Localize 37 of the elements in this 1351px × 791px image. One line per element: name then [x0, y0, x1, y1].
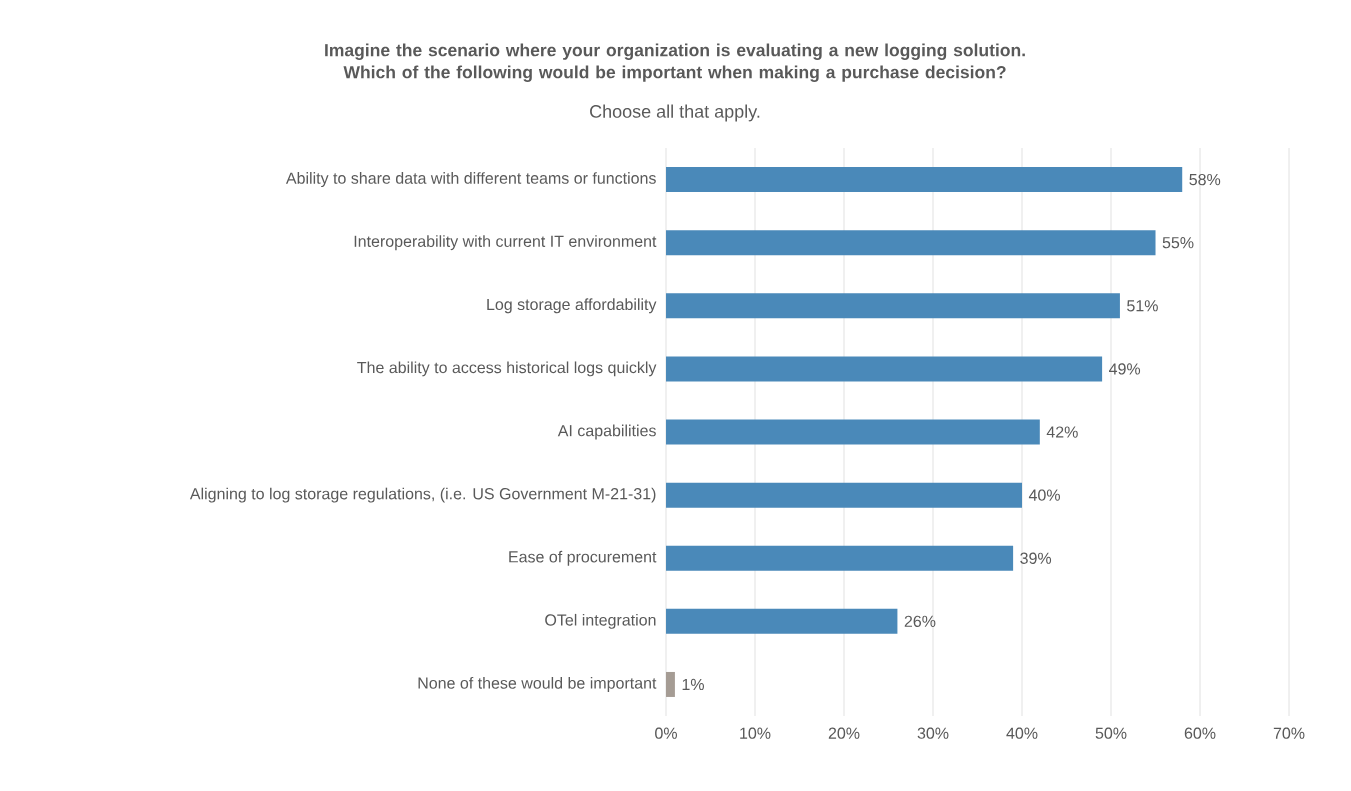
- x-tick-label: 30%: [917, 727, 949, 739]
- x-tick-label: 10%: [740, 727, 771, 739]
- y-tick-label: Ease of procurement: [509, 550, 657, 566]
- data-label: 40%: [1028, 489, 1060, 501]
- x-tick-label: 0%: [655, 727, 677, 739]
- y-tick-label: Log storage affordability: [487, 298, 657, 314]
- bar: [666, 671, 675, 697]
- data-label: 42%: [1046, 426, 1078, 438]
- y-tick-label: Ability to share data with different teams or functions: [285, 172, 656, 188]
- bar: [666, 356, 1103, 382]
- data-label: 58%: [1189, 173, 1221, 186]
- y-tick-label: None of these would be important: [418, 677, 657, 692]
- y-tick-label: Aligning to log storage regulations, (i.e. US Government M-21-31): [189, 487, 656, 503]
- bar: [666, 230, 1156, 256]
- data-label: 51%: [1127, 300, 1158, 312]
- data-label: 1%: [682, 678, 704, 691]
- x-tick-label: 20%: [828, 727, 860, 739]
- data-label: 39%: [1020, 552, 1052, 564]
- bar: [666, 545, 1014, 571]
- y-tick-label: The ability to access historical logs quickly: [357, 361, 657, 377]
- data-label: 26%: [904, 615, 936, 628]
- x-tick-label: 60%: [1184, 727, 1216, 739]
- chart-subtitle: Choose all that apply.: [590, 104, 760, 122]
- bar: [666, 482, 1023, 508]
- chart-title: Imagine the scenario where your organization is evaluating a new logging solution. Which of the following would be important when making a purchase decision?: [325, 43, 1025, 82]
- y-tick-label: Interoperability with current IT environment: [354, 235, 657, 251]
- y-tick-label: AI capabilities: [557, 424, 656, 440]
- x-tick-label: 50%: [1095, 727, 1127, 739]
- bar: [666, 419, 1040, 445]
- bar: [666, 293, 1120, 319]
- x-tick-label: 70%: [1273, 727, 1305, 739]
- data-label: 55%: [1162, 237, 1194, 249]
- x-tick-label: 40%: [1006, 727, 1038, 739]
- bar: [666, 167, 1183, 193]
- y-tick-label: OTel integration: [545, 613, 656, 629]
- data-label: 49%: [1109, 363, 1141, 375]
- bar: [666, 608, 898, 634]
